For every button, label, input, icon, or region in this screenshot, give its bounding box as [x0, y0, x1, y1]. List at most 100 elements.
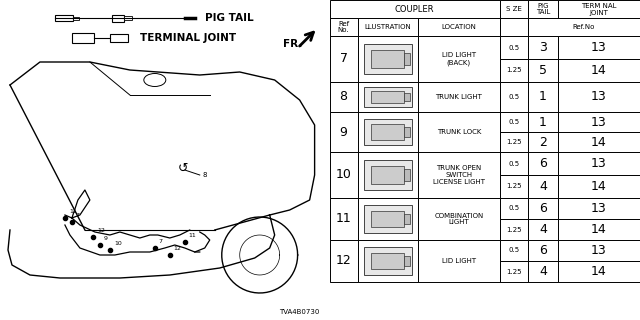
Bar [528, 198, 558, 219]
Bar [558, 198, 640, 219]
Text: 1.25: 1.25 [506, 139, 522, 145]
Bar [528, 261, 558, 282]
Bar [371, 91, 404, 103]
Text: 6: 6 [539, 202, 547, 215]
Bar [330, 0, 500, 18]
Text: $\circlearrowleft$: $\circlearrowleft$ [175, 162, 189, 174]
Bar [404, 53, 410, 65]
Bar [500, 175, 528, 198]
Bar [72, 33, 94, 43]
Bar [558, 219, 640, 240]
Bar [330, 152, 358, 198]
Bar [358, 152, 418, 198]
Text: 13: 13 [591, 202, 607, 215]
Bar [404, 169, 410, 181]
Text: 7: 7 [340, 52, 348, 66]
Bar [358, 18, 418, 36]
Bar [558, 261, 640, 282]
Text: 1.25: 1.25 [506, 227, 522, 233]
Text: 1: 1 [539, 91, 547, 103]
Bar [558, 175, 640, 198]
Bar [528, 0, 558, 18]
Bar [558, 82, 640, 112]
Bar [558, 152, 640, 175]
Bar [371, 166, 404, 184]
Bar [418, 152, 500, 198]
Bar [500, 152, 528, 175]
Text: Ref.No: Ref.No [573, 24, 595, 30]
Text: 11: 11 [69, 209, 77, 214]
Bar [500, 112, 528, 132]
Bar [500, 219, 528, 240]
Bar [124, 16, 132, 20]
Text: 6: 6 [539, 244, 547, 257]
Text: 10: 10 [114, 241, 122, 246]
Bar [404, 93, 410, 101]
Text: 9: 9 [340, 125, 348, 139]
Bar [110, 34, 128, 42]
Bar [330, 112, 358, 152]
Text: 0.5: 0.5 [508, 161, 520, 166]
Bar [558, 36, 640, 59]
Bar [418, 82, 500, 112]
Text: 13: 13 [591, 244, 607, 257]
Text: Ref
No.: Ref No. [338, 20, 349, 34]
Text: 7: 7 [76, 213, 80, 218]
Text: PIG TAIL: PIG TAIL [205, 13, 253, 23]
Bar [364, 87, 412, 107]
Bar [330, 36, 358, 82]
Text: 14: 14 [591, 135, 607, 148]
Text: 11: 11 [336, 212, 351, 226]
Bar [528, 152, 558, 175]
Text: 6: 6 [539, 157, 547, 170]
Text: 14: 14 [591, 223, 607, 236]
Bar [112, 14, 124, 21]
Text: 13: 13 [591, 41, 607, 54]
Text: FR.: FR. [283, 39, 302, 49]
Bar [528, 36, 558, 59]
Text: TRUNK OPEN
SWITCH
LICENSE LIGHT: TRUNK OPEN SWITCH LICENSE LIGHT [433, 165, 484, 185]
Bar [528, 59, 558, 82]
Text: 12: 12 [336, 254, 351, 268]
Bar [558, 0, 640, 18]
Bar [418, 112, 500, 152]
Bar [364, 247, 412, 275]
Bar [500, 82, 528, 112]
Bar [364, 119, 412, 145]
Bar [528, 18, 640, 36]
Text: 8: 8 [203, 172, 207, 178]
Text: 1.25: 1.25 [506, 268, 522, 275]
Text: 0.5: 0.5 [508, 119, 520, 125]
Bar [358, 82, 418, 112]
Text: TERM NAL
JOINT: TERM NAL JOINT [581, 3, 617, 15]
Bar [500, 240, 528, 261]
Bar [371, 124, 404, 140]
Text: 7: 7 [159, 239, 163, 244]
Text: 5: 5 [539, 64, 547, 77]
Bar [330, 198, 358, 240]
Text: 4: 4 [539, 265, 547, 278]
Text: 13: 13 [591, 116, 607, 129]
Bar [528, 240, 558, 261]
Bar [73, 17, 79, 20]
Text: 11: 11 [189, 233, 196, 238]
Text: 14: 14 [591, 265, 607, 278]
Text: 0.5: 0.5 [508, 94, 520, 100]
Text: 9: 9 [104, 236, 108, 241]
Bar [358, 240, 418, 282]
Text: LID LIGHT
(BACK): LID LIGHT (BACK) [442, 52, 476, 66]
Bar [418, 198, 500, 240]
Bar [404, 127, 410, 137]
Text: 0.5: 0.5 [508, 247, 520, 253]
Bar [404, 256, 410, 267]
Bar [558, 132, 640, 152]
Ellipse shape [144, 74, 166, 86]
Bar [364, 44, 412, 74]
Text: S ZE: S ZE [506, 6, 522, 12]
Text: TVA4B0730: TVA4B0730 [279, 309, 319, 315]
Text: 13: 13 [591, 91, 607, 103]
Bar [330, 82, 358, 112]
Text: 3: 3 [539, 41, 547, 54]
Bar [528, 219, 558, 240]
Bar [358, 112, 418, 152]
